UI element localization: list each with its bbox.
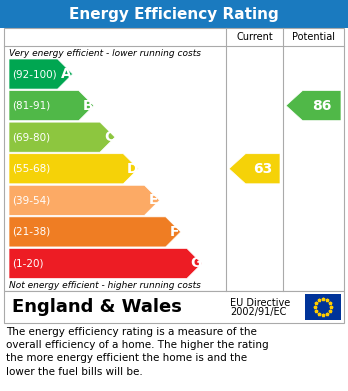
Text: C: C	[104, 130, 114, 144]
Polygon shape	[286, 91, 341, 121]
Text: A: A	[61, 67, 72, 81]
Text: (1-20): (1-20)	[12, 258, 44, 269]
Polygon shape	[229, 154, 280, 184]
Text: (92-100): (92-100)	[12, 69, 57, 79]
Text: (69-80): (69-80)	[12, 132, 50, 142]
Polygon shape	[9, 91, 94, 121]
Text: Not energy efficient - higher running costs: Not energy efficient - higher running co…	[9, 280, 201, 289]
Polygon shape	[9, 59, 73, 89]
Text: B: B	[82, 99, 93, 113]
Polygon shape	[9, 185, 159, 215]
Text: F: F	[170, 225, 180, 239]
Text: G: G	[190, 256, 201, 271]
Text: England & Wales: England & Wales	[12, 298, 182, 316]
Text: Current: Current	[236, 32, 273, 42]
Text: The energy efficiency rating is a measure of the
overall efficiency of a home. T: The energy efficiency rating is a measur…	[6, 327, 269, 377]
Bar	[305, 294, 341, 320]
Polygon shape	[9, 248, 202, 278]
Polygon shape	[9, 154, 138, 184]
Bar	[0, 0, 348, 28]
Text: 86: 86	[312, 99, 331, 113]
Text: 2002/91/EC: 2002/91/EC	[230, 307, 286, 317]
Text: (39-54): (39-54)	[12, 196, 50, 205]
Text: (81-91): (81-91)	[12, 100, 50, 111]
Polygon shape	[9, 217, 181, 247]
Text: D: D	[127, 162, 138, 176]
Text: (21-38): (21-38)	[12, 227, 50, 237]
Polygon shape	[9, 122, 115, 152]
Text: Potential: Potential	[292, 32, 335, 42]
Text: E: E	[149, 193, 158, 207]
Text: 63: 63	[253, 162, 272, 176]
Bar	[4, 28, 344, 291]
Text: (55-68): (55-68)	[12, 164, 50, 174]
Text: Very energy efficient - lower running costs: Very energy efficient - lower running co…	[9, 50, 201, 59]
Text: Energy Efficiency Rating: Energy Efficiency Rating	[69, 7, 279, 22]
Bar	[4, 291, 344, 323]
Text: EU Directive: EU Directive	[230, 298, 290, 308]
